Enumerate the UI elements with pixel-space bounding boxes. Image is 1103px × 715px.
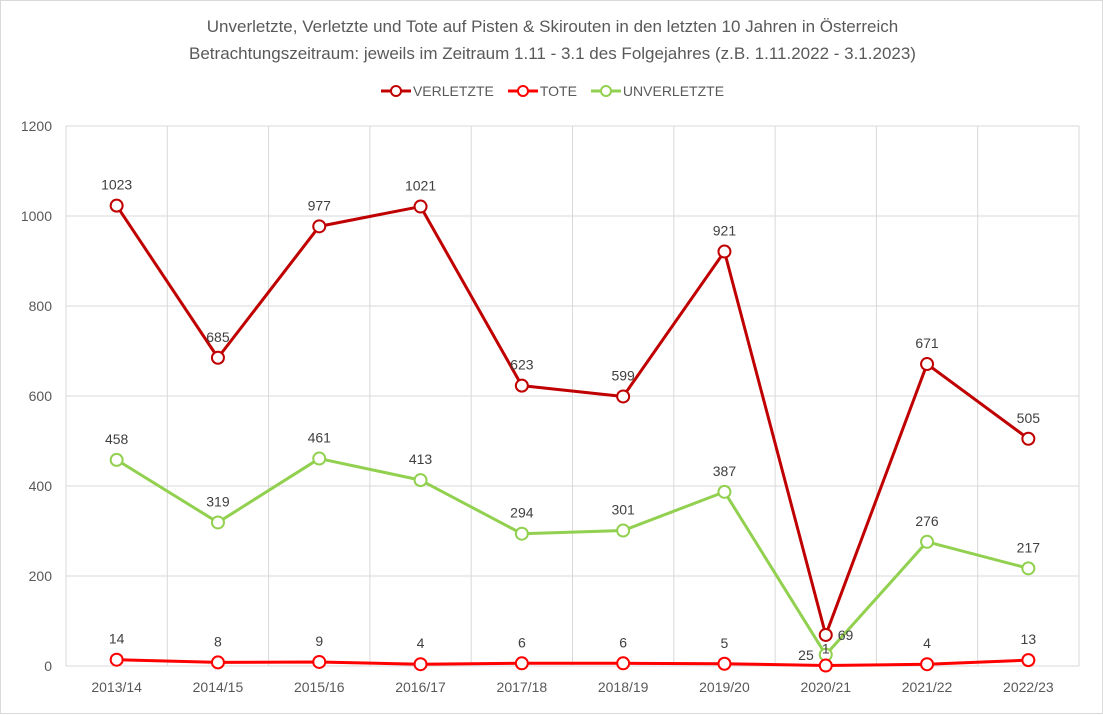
- data-label: 623: [510, 357, 534, 373]
- legend-label: TOTE: [539, 83, 577, 99]
- data-point-tote: [616, 656, 631, 671]
- data-point-verletzte: [1021, 431, 1036, 446]
- data-point-tote: [717, 656, 732, 671]
- data-label: 671: [915, 335, 939, 351]
- y-tick-label: 600: [29, 388, 53, 404]
- data-label: 1021: [405, 178, 436, 194]
- data-label: 8: [214, 633, 222, 649]
- data-point-unverletzte: [1021, 561, 1036, 576]
- data-point-unverletzte: [210, 515, 225, 530]
- data-point-verletzte: [312, 219, 327, 234]
- data-point-unverletzte: [616, 523, 631, 538]
- data-label: 294: [510, 505, 534, 521]
- y-tick-label: 1000: [21, 208, 52, 224]
- data-label: 1: [822, 641, 830, 657]
- data-label: 1023: [101, 177, 132, 193]
- data-point-verletzte: [818, 627, 833, 642]
- data-label: 977: [308, 197, 332, 213]
- data-point-unverletzte: [920, 534, 935, 549]
- chart-title: Unverletzte, Verletzte und Tote auf Pist…: [206, 17, 899, 36]
- data-label: 276: [915, 513, 939, 529]
- y-tick-label: 0: [44, 658, 52, 674]
- x-tick-label: 2016/17: [395, 679, 446, 695]
- data-label: 413: [409, 451, 433, 467]
- series-line-verletzte: [115, 204, 1030, 637]
- data-label: 505: [1017, 410, 1041, 426]
- data-point-tote: [109, 652, 124, 667]
- data-label: 387: [713, 463, 737, 479]
- data-point-tote: [514, 656, 529, 671]
- data-point-unverletzte: [413, 473, 428, 488]
- data-point-verletzte: [717, 244, 732, 259]
- data-point-unverletzte: [312, 451, 327, 466]
- data-point-verletzte: [413, 199, 428, 214]
- x-tick-label: 2013/14: [91, 679, 142, 695]
- data-label: 4: [417, 635, 425, 651]
- data-point-tote: [920, 657, 935, 672]
- legend-item-tote: TOTE: [507, 83, 577, 99]
- series-line-unverletzte: [115, 457, 1029, 657]
- x-tick-label: 2021/22: [902, 679, 953, 695]
- legend-item-unverletzte: UNVERLETZTE: [590, 83, 725, 99]
- x-tick-label: 2017/18: [497, 679, 548, 695]
- data-point-tote: [1021, 653, 1036, 668]
- x-tick-label: 2015/16: [294, 679, 345, 695]
- y-tick-label: 800: [29, 298, 53, 314]
- legend-marker-icon: [590, 85, 621, 97]
- data-label: 319: [206, 493, 230, 509]
- legend-marker-icon: [380, 85, 411, 97]
- data-point-tote: [818, 658, 833, 673]
- data-label: 461: [308, 430, 332, 446]
- data-point-verletzte: [920, 357, 935, 372]
- x-tick-label: 2014/15: [193, 679, 244, 695]
- data-label: 25: [798, 647, 814, 663]
- series-line-tote: [116, 658, 1029, 668]
- x-tick-label: 2020/21: [800, 679, 851, 695]
- data-label: 458: [105, 431, 129, 447]
- data-point-unverletzte: [717, 484, 732, 499]
- data-label: 301: [611, 502, 635, 518]
- data-label: 6: [518, 634, 526, 650]
- data-point-verletzte: [616, 389, 631, 404]
- data-label: 5: [721, 635, 729, 651]
- data-label: 6: [619, 634, 627, 650]
- data-label: 4: [923, 635, 931, 651]
- data-point-unverletzte: [109, 452, 124, 467]
- data-point-verletzte: [210, 350, 225, 365]
- data-point-verletzte: [514, 378, 529, 393]
- data-point-unverletzte: [514, 526, 529, 541]
- y-tick-label: 400: [29, 478, 53, 494]
- chart-subtitle: Betrachtungszeitraum: jeweils im Zeitrau…: [189, 44, 916, 63]
- y-tick-label: 1200: [21, 118, 52, 134]
- legend-label: UNVERLETZTE: [622, 83, 725, 99]
- x-tick-label: 2018/19: [598, 679, 649, 695]
- data-point-tote: [210, 655, 225, 670]
- data-label: 599: [611, 367, 635, 383]
- data-label: 13: [1021, 631, 1037, 647]
- x-tick-label: 2022/23: [1003, 679, 1054, 695]
- data-label: 14: [109, 631, 125, 647]
- x-tick-label: 2019/20: [699, 679, 750, 695]
- data-point-tote: [413, 657, 428, 672]
- data-label: 9: [315, 633, 323, 649]
- data-point-tote: [312, 654, 327, 669]
- data-label: 921: [713, 223, 737, 239]
- legend-item-verletzte: VERLETZTE: [380, 83, 494, 99]
- data-label: 217: [1017, 539, 1041, 555]
- data-label: 685: [206, 329, 230, 345]
- legend: VERLETZTE TOTE UNVERLETZTE: [1, 83, 1103, 99]
- legend-marker-icon: [507, 85, 538, 97]
- legend-label: VERLETZTE: [412, 83, 494, 99]
- data-label: 69: [838, 627, 854, 643]
- data-point-verletzte: [109, 198, 124, 213]
- y-tick-label: 200: [29, 568, 53, 584]
